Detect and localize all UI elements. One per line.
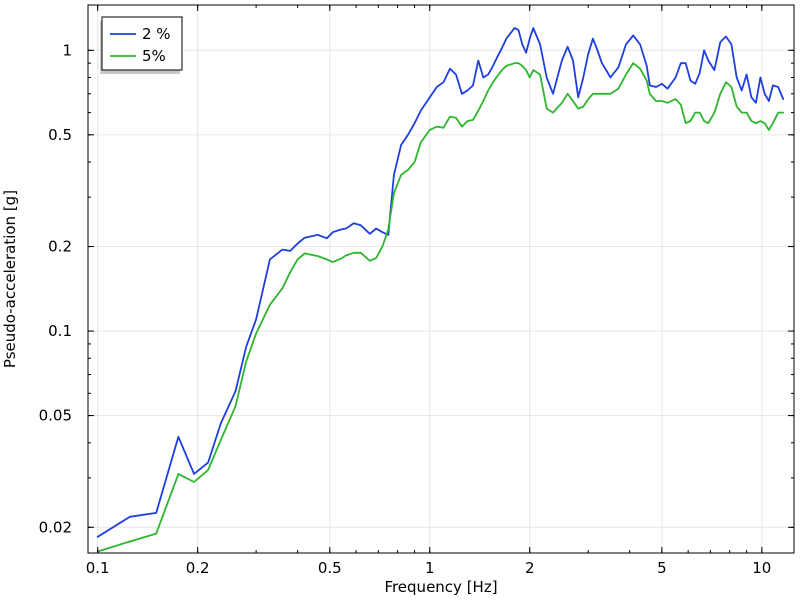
x-tick-label: 0.2 [186, 559, 210, 577]
legend-label: 5% [142, 47, 166, 65]
y-axis-title: Pseudo-acceleration [g] [1, 190, 19, 368]
y-tick-label: 0.02 [39, 518, 72, 536]
y-tick-label: 0.1 [48, 322, 72, 340]
x-axis-title: Frequency [Hz] [384, 578, 497, 596]
x-tick-label: 10 [752, 559, 771, 577]
series-line-damping-5-percent [96, 62, 785, 553]
legend: 2 %5% [100, 16, 183, 74]
x-tick-label: 1 [425, 559, 435, 577]
legend-label: 2 % [142, 25, 171, 43]
series-layer [96, 27, 785, 553]
y-tick-label: 0.5 [48, 126, 72, 144]
y-tick-label: 0.05 [39, 407, 72, 425]
x-tick-label: 2 [525, 559, 535, 577]
y-tick-label: 1 [62, 41, 72, 59]
grid-layer [88, 5, 794, 553]
plot-area-frame [87, 4, 795, 554]
legend-box [101, 16, 183, 71]
y-tick-label: 0.2 [48, 238, 72, 256]
x-tick-label: 0.1 [86, 559, 110, 577]
x-tick-label: 0.5 [318, 559, 342, 577]
x-tick-label: 5 [657, 559, 667, 577]
series-line-damping-2-percent [96, 27, 785, 538]
tick-layer: 0.1 0.2 0.5 1 2 5 10 0.02 0.05 0.1 0.2 0.5 1 [39, 5, 794, 577]
